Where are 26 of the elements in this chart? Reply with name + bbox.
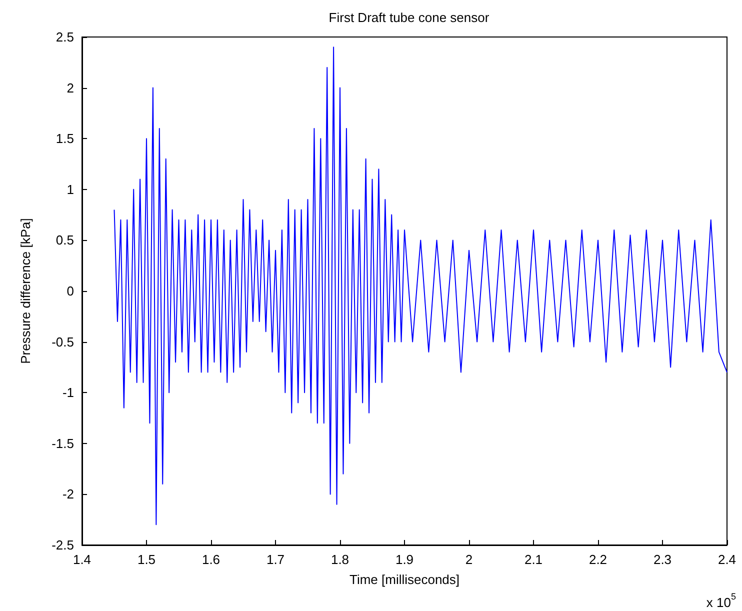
chart-title: First Draft tube cone sensor [328, 10, 490, 25]
x-axis-title: Time [milliseconds] [349, 572, 460, 587]
x-tick-label: 1.6 [202, 552, 220, 567]
y-tick-label: -2.5 [52, 538, 74, 552]
y-tick-label: -2 [62, 486, 74, 502]
x-tick-label: 1.9 [395, 552, 414, 567]
x-tick-label: 1.7 [266, 552, 285, 567]
x-tick-label: 2.3 [653, 552, 672, 567]
y-axis-title: Pressure difference [kPa] [18, 218, 33, 364]
x-tick-label: 2.1 [524, 552, 543, 567]
x-tick-label: 2.4 [718, 552, 736, 567]
y-tick-label: 2 [66, 80, 74, 96]
y-tick-label: -0.5 [52, 334, 74, 350]
x-tick-label: 1.4 [72, 552, 92, 567]
y-tick-label: -1.5 [52, 436, 74, 451]
x-tick-label: 2 [465, 552, 473, 567]
y-tick-label: 2.5 [56, 30, 74, 44]
y-tick-label: 0 [66, 284, 74, 298]
y-tick-label: 1.5 [56, 131, 74, 146]
y-tick-label: 1 [66, 182, 74, 197]
x-tick-label: 1.5 [137, 552, 156, 567]
y-tick-label: -1 [62, 385, 74, 400]
line-series [114, 46, 728, 526]
x-tick-label: 2.2 [588, 552, 608, 567]
y-tick-label: 0.5 [56, 232, 74, 248]
x-tick-label: 1.8 [330, 552, 350, 567]
